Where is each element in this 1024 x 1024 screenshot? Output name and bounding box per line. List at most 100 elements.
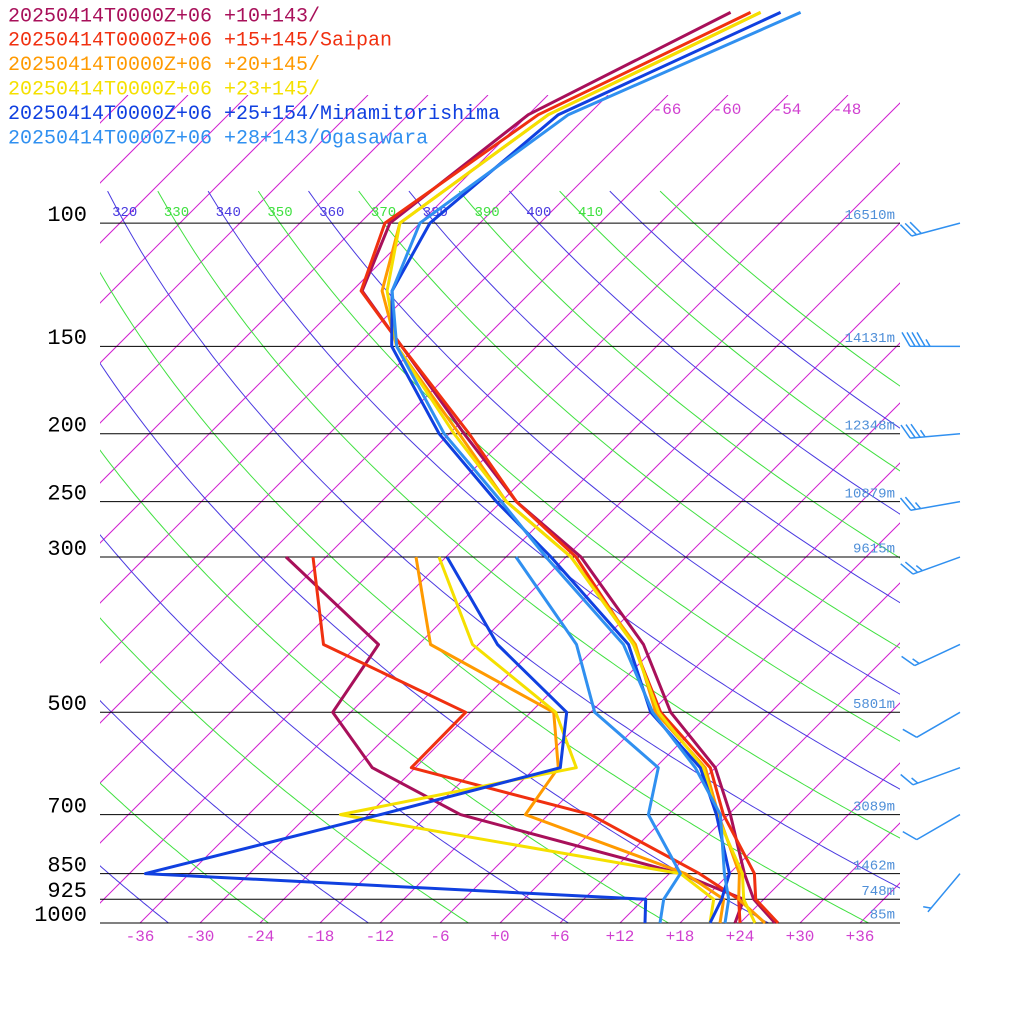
dry-adiabat — [100, 271, 869, 923]
isotherm — [499, 522, 900, 923]
x-tick-label: -36 — [126, 928, 155, 946]
y-tick-label: 500 — [47, 692, 87, 717]
isotherm — [379, 402, 900, 923]
wind-barb — [900, 556, 961, 575]
isotherm-label: -54 — [773, 101, 802, 119]
isotherm — [100, 95, 789, 784]
x-tick-label: +18 — [666, 928, 695, 946]
dry-adiabat — [100, 617, 469, 923]
y-tick-label: 850 — [47, 853, 87, 878]
dry-adiabat — [458, 190, 900, 559]
y-tick-label: 200 — [47, 414, 87, 439]
legend-entry: 20250414T0000Z+06 +25+154/Minamitorishim… — [8, 103, 500, 126]
y-tick-label: 150 — [47, 326, 87, 351]
theta-label: 400 — [526, 205, 551, 221]
isotherm — [100, 95, 489, 484]
temperature-line — [390, 11, 802, 924]
isotherm — [679, 702, 900, 923]
temperature-line — [390, 11, 782, 924]
isotherm — [559, 582, 900, 923]
isotherm — [100, 95, 429, 424]
dry-adiabat — [100, 782, 269, 923]
height-label: 85m — [870, 908, 895, 924]
temperature-line — [385, 11, 762, 924]
dry-adiabat — [107, 190, 900, 889]
dewpoint-line — [414, 556, 726, 924]
x-tick-label: -18 — [306, 928, 335, 946]
axes: 320 330 340 350 360 370 380 390 400 410-66 -60 -54-… — [34, 101, 900, 946]
wind-barbs — [899, 221, 961, 913]
wind-barb — [900, 767, 961, 786]
y-tick-label: 100 — [47, 203, 87, 228]
y-tick-label: 300 — [47, 537, 87, 562]
height-label: 1462m — [853, 858, 895, 874]
legend-entry: 20250414T0000Z+06 +10+143/ — [8, 5, 320, 28]
dewpoint-line — [143, 556, 648, 924]
theta-label: 370 — [371, 205, 396, 221]
dry-adiabat — [308, 190, 900, 695]
theta-label: 360 — [319, 205, 344, 221]
height-label: 14131m — [845, 331, 895, 347]
legend: 20250414T0000Z+06 +10+143/20250414T0000Z… — [8, 5, 500, 150]
isotherm — [100, 95, 609, 604]
isotherm — [619, 642, 900, 923]
legend-entry: 20250414T0000Z+06 +15+145/Saipan — [8, 30, 392, 53]
dry-adiabat — [509, 190, 900, 515]
dry-adiabat — [408, 190, 900, 604]
dry-adiabat — [100, 865, 169, 923]
isotherm — [739, 762, 900, 923]
height-label: 12348m — [845, 418, 895, 434]
y-tick-label: 1000 — [34, 903, 87, 928]
dry-adiabat — [358, 190, 900, 649]
x-tick-label: +30 — [786, 928, 815, 946]
dewpoint-line — [514, 556, 682, 924]
isotherm — [100, 95, 669, 664]
isotherm — [100, 95, 849, 844]
isotherm — [100, 95, 369, 364]
height-label: 16510m — [845, 208, 895, 224]
isotherm-label: -66 — [653, 101, 682, 119]
isotherm — [100, 95, 729, 724]
wind-barb — [902, 711, 961, 738]
x-tick-label: -6 — [430, 928, 449, 946]
dry-adiabat — [157, 190, 900, 839]
theta-label: 320 — [112, 205, 137, 221]
height-label: 10879m — [845, 486, 895, 502]
theta-label: 350 — [267, 205, 292, 221]
theta-label: 330 — [164, 205, 189, 221]
x-tick-label: +0 — [490, 928, 509, 946]
wind-barb — [899, 221, 961, 237]
theta-label: 390 — [474, 205, 499, 221]
height-label: 748m — [861, 884, 895, 900]
isotherm — [319, 342, 900, 923]
height-label: 3089m — [853, 799, 895, 815]
isotherm — [100, 102, 900, 904]
wind-barb — [901, 643, 961, 667]
y-tick-label: 700 — [47, 794, 87, 819]
x-tick-label: -24 — [246, 928, 275, 946]
dry-adiabat — [100, 534, 569, 923]
height-label: 5801m — [853, 697, 895, 713]
isotherm — [439, 462, 900, 923]
isotherm — [100, 95, 309, 304]
legend-entry: 20250414T0000Z+06 +23+145/ — [8, 78, 320, 101]
isotherm-label: -60 — [713, 101, 742, 119]
dry-adiabat — [207, 190, 900, 790]
dry-adiabat — [257, 190, 900, 742]
background-lines — [100, 95, 900, 923]
theta-label: 410 — [578, 205, 603, 221]
dry-adiabat — [100, 449, 669, 923]
legend-entry: 20250414T0000Z+06 +20+145/ — [8, 54, 320, 77]
isotherm — [799, 822, 900, 923]
x-tick-label: +12 — [606, 928, 635, 946]
isotherm — [100, 95, 189, 184]
dewpoint-line — [338, 556, 716, 924]
dewpoint-line — [311, 556, 742, 924]
wind-barb — [902, 813, 961, 841]
temperature-line — [359, 11, 780, 925]
isotherm — [100, 95, 249, 244]
x-tick-label: +36 — [846, 928, 875, 946]
wind-barb — [923, 873, 961, 913]
x-tick-label: +6 — [550, 928, 569, 946]
